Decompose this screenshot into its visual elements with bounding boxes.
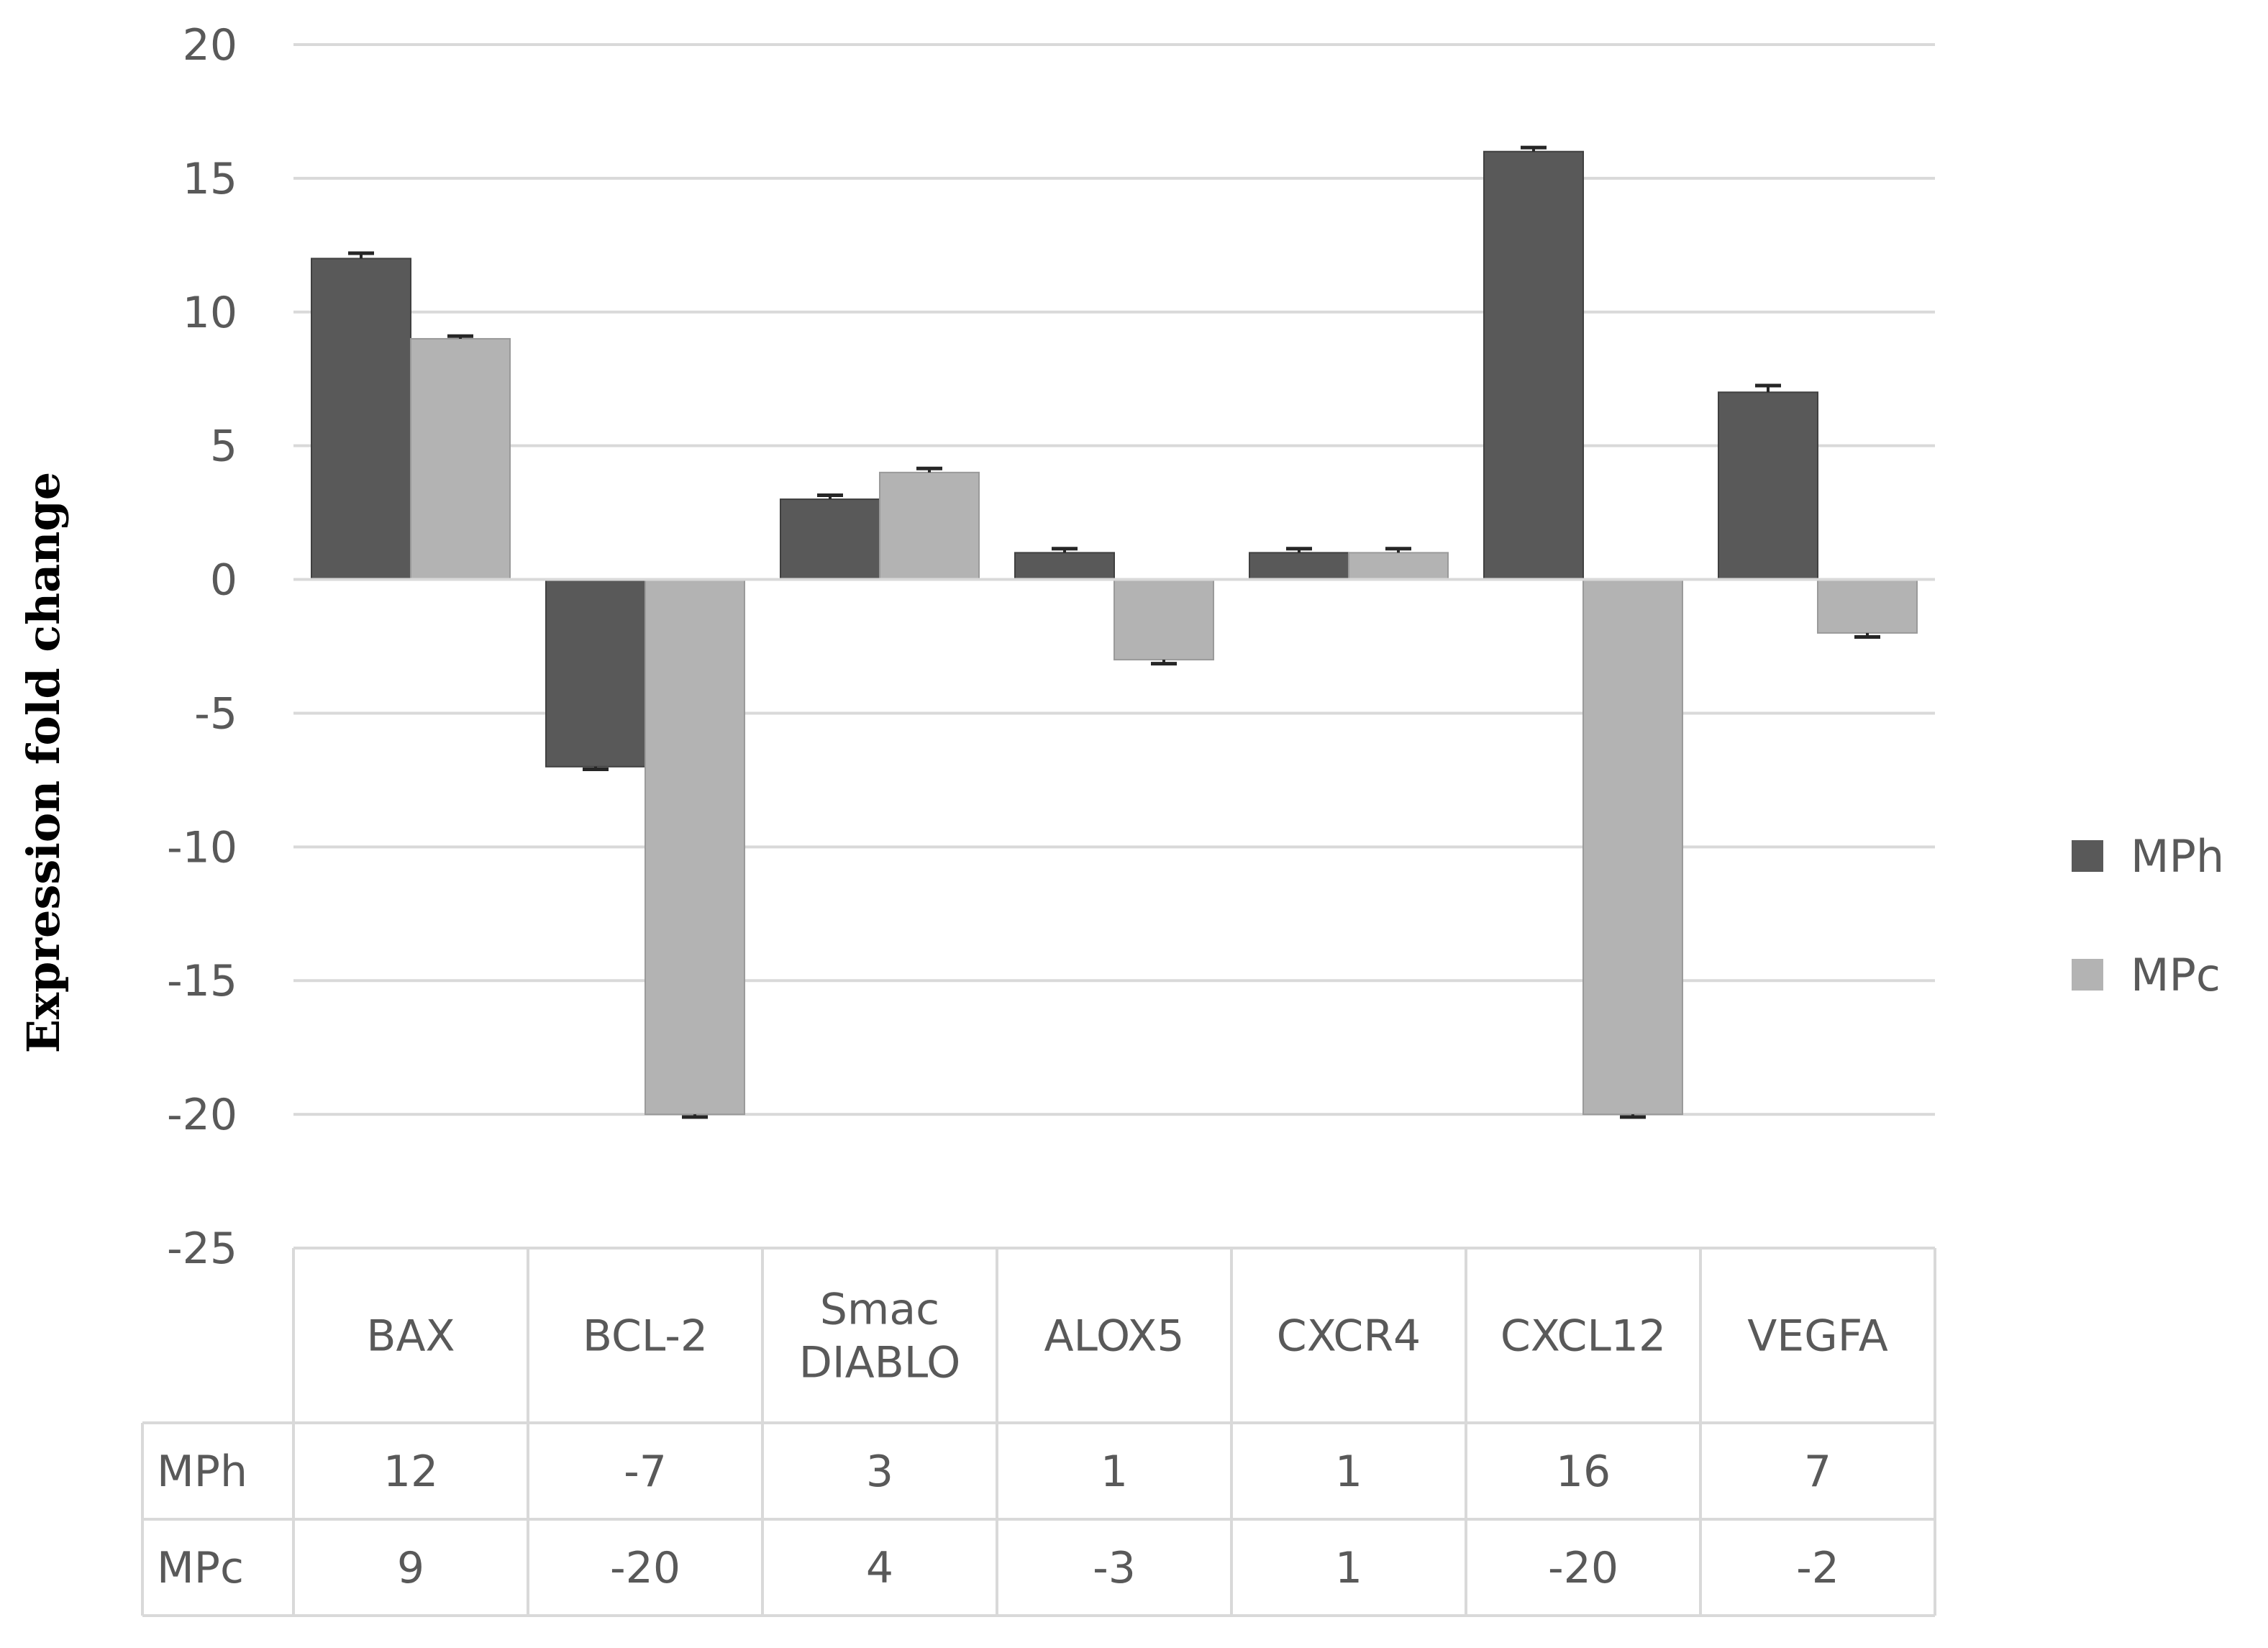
y-tick-label: -10 — [167, 822, 237, 873]
category-label: CXCL12 — [1500, 1311, 1666, 1362]
category-label: BAX — [366, 1311, 455, 1362]
legend-label-mpc: MPc — [2131, 949, 2221, 1001]
bar-mpc-1 — [645, 578, 745, 1116]
bar-mph-4 — [1249, 552, 1349, 581]
y-tick-label: -25 — [167, 1224, 237, 1274]
category-label: ALOX5 — [1044, 1311, 1185, 1362]
bar-mpc-4 — [1348, 552, 1449, 581]
data-label: 1 — [1101, 1447, 1128, 1497]
y-axis-label: Expression fold change — [17, 472, 70, 1053]
category-label: CXCR4 — [1277, 1311, 1421, 1362]
legend-swatch-mph — [2072, 840, 2103, 872]
data-label: -2 — [1796, 1543, 1839, 1593]
category-label: Smac — [820, 1285, 939, 1335]
bar-mpc-0 — [410, 337, 511, 581]
y-tick-label: -15 — [167, 956, 237, 1006]
legend-label-mph: MPh — [2131, 830, 2224, 883]
data-label: -3 — [1093, 1543, 1136, 1593]
data-label: 12 — [383, 1447, 438, 1497]
y-tick-label: 15 — [183, 154, 237, 204]
bar-mph-6 — [1718, 391, 1818, 581]
y-tick-label: 5 — [210, 422, 237, 472]
category-label: VEGFA — [1747, 1311, 1888, 1362]
bar-mph-2 — [780, 499, 880, 581]
bar-mpc-6 — [1817, 578, 1918, 634]
legend-swatch-mpc — [2072, 959, 2103, 991]
category-label: BCL-2 — [583, 1311, 708, 1362]
data-label: 1 — [1335, 1543, 1362, 1593]
table-series-label: MPh — [157, 1447, 247, 1497]
data-label: 3 — [866, 1447, 893, 1497]
bar-mph-3 — [1014, 552, 1115, 581]
bar-mpc-2 — [879, 471, 980, 581]
y-tick-label: -20 — [167, 1090, 237, 1140]
table-series-label: MPc — [157, 1543, 244, 1593]
data-label: -7 — [624, 1447, 667, 1497]
data-label: 1 — [1335, 1447, 1362, 1497]
data-label: 16 — [1556, 1447, 1611, 1497]
y-tick-label: -5 — [194, 688, 237, 739]
bar-mpc-5 — [1582, 578, 1683, 1116]
bar-mph-0 — [311, 258, 411, 581]
data-label: 9 — [397, 1543, 424, 1593]
data-label: -20 — [610, 1543, 680, 1593]
bar-mpc-3 — [1113, 578, 1214, 661]
data-label: 4 — [866, 1543, 893, 1593]
data-label: 7 — [1804, 1447, 1831, 1497]
bar-mph-5 — [1483, 150, 1584, 581]
bar-mph-1 — [545, 578, 646, 768]
category-label: DIABLO — [799, 1338, 961, 1388]
y-tick-label: 10 — [183, 288, 237, 338]
y-tick-label: 20 — [183, 20, 237, 70]
data-label: -20 — [1548, 1543, 1618, 1593]
y-tick-label: 0 — [210, 555, 237, 606]
